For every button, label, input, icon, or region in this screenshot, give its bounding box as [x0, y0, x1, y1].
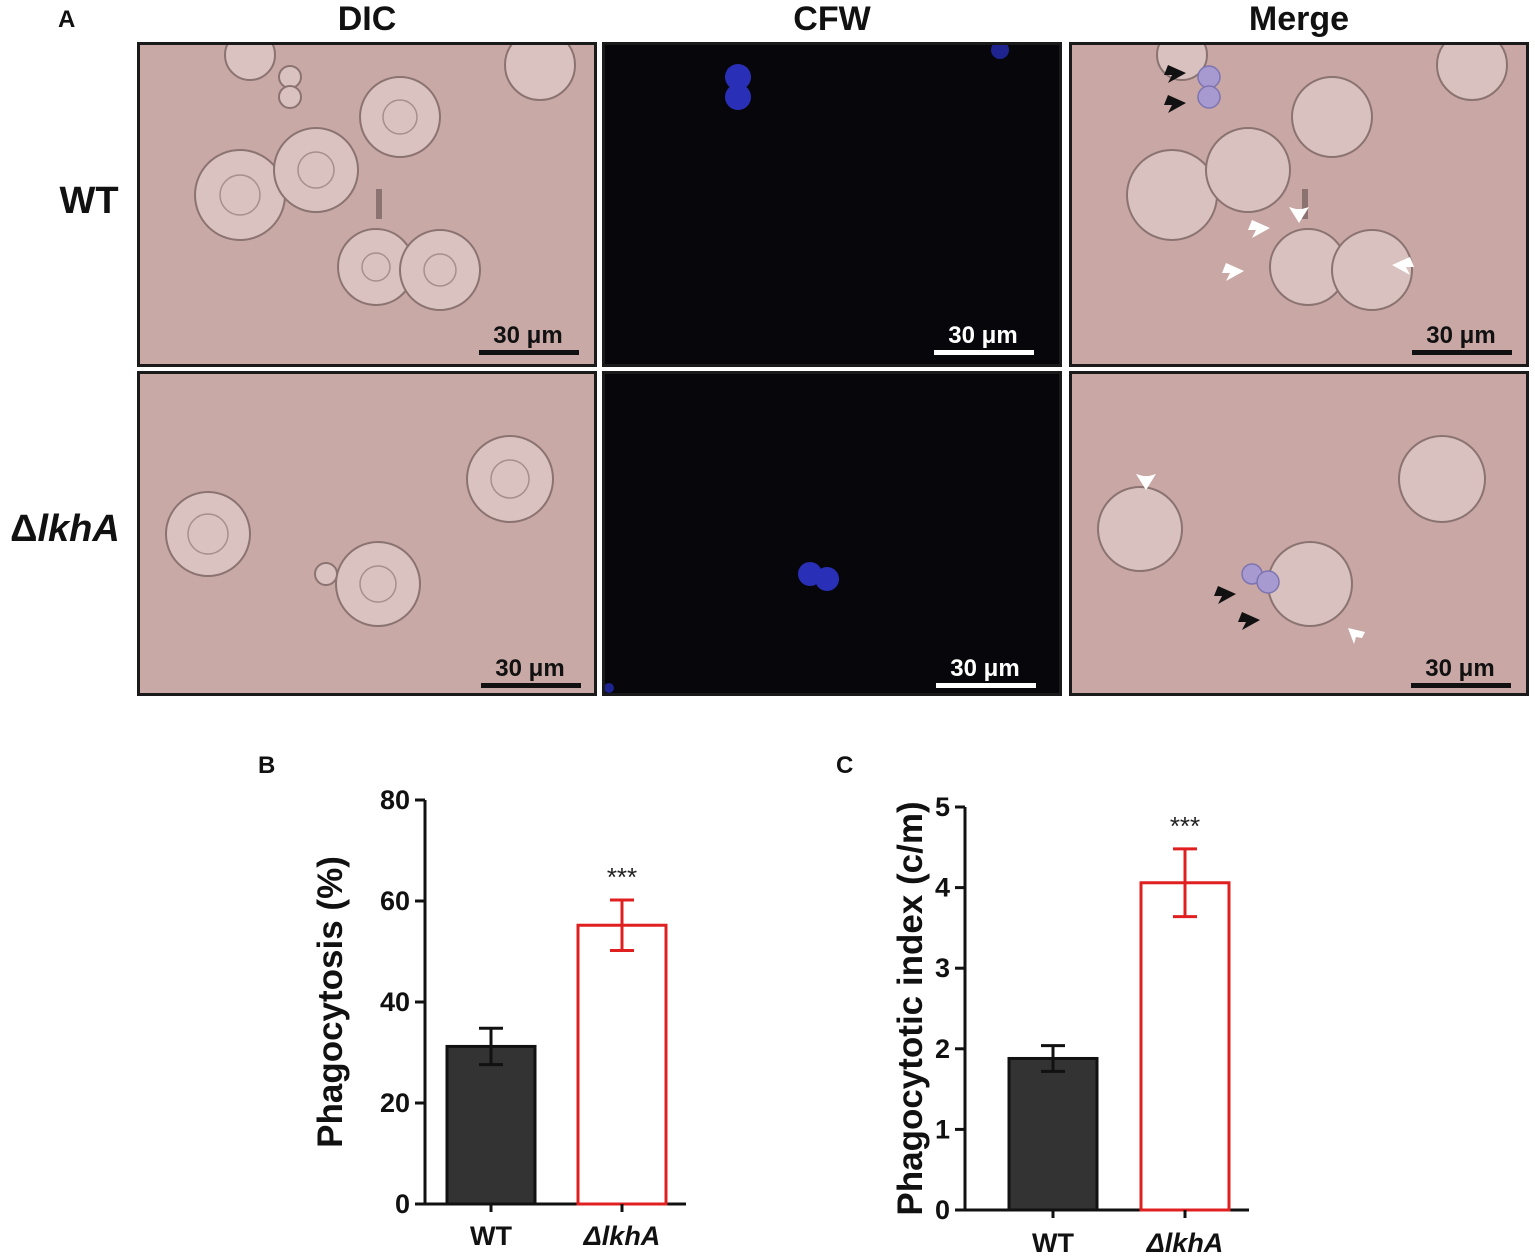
- y-tick-label: 1: [935, 1114, 950, 1144]
- x-tick-label: WT: [470, 1221, 512, 1251]
- micrograph-mutant-merge-image: [1072, 374, 1526, 693]
- scale-bar: [1412, 350, 1512, 355]
- scale-bar-label: 30 μm: [495, 655, 565, 682]
- micrograph-mutant-cfw-image: [605, 374, 1059, 693]
- micrograph-mutant-dic: [137, 371, 597, 696]
- column-title-cfw: CFW: [793, 0, 871, 38]
- panel-b-letter: B: [258, 752, 276, 779]
- significance-marker: ***: [1170, 811, 1200, 841]
- y-axis-label: Phagocytotic index (c/m): [891, 801, 930, 1215]
- y-tick-label: 20: [380, 1088, 410, 1118]
- x-tick-label: ΔlkhA: [1146, 1228, 1224, 1258]
- bar-wt: [1007, 1056, 1099, 1212]
- delta-symbol: Δ: [10, 508, 38, 550]
- row-label-wt: WT: [24, 180, 154, 223]
- scale-bar: [936, 683, 1036, 688]
- micrograph-wt-cfw: [602, 42, 1062, 367]
- row-label-wt-text: WT: [59, 180, 119, 222]
- scale-bar-label: 30 μm: [1425, 655, 1495, 682]
- x-tick-label: ΔlkhA: [583, 1221, 661, 1251]
- scale-bar-label: 30 μm: [948, 322, 1018, 349]
- scale-bar-label: 30 μm: [1426, 322, 1496, 349]
- y-tick-label: 0: [395, 1189, 410, 1219]
- y-tick-label: 2: [935, 1034, 950, 1064]
- y-tick-label: 60: [380, 886, 410, 916]
- micrograph-mutant-merge: [1069, 371, 1529, 696]
- micrograph-wt-dic: [137, 42, 597, 367]
- y-tick-label: 5: [935, 792, 950, 822]
- y-tick-label: 4: [935, 873, 950, 903]
- micrograph-wt-dic-image: [140, 45, 594, 364]
- scale-bar: [934, 350, 1034, 355]
- y-tick-label: 3: [935, 953, 950, 983]
- column-title-merge: Merge: [1248, 0, 1350, 38]
- x-tick-label: WT: [1032, 1228, 1074, 1258]
- bar-mutant: [1139, 881, 1231, 1212]
- micrograph-wt-merge-image: [1072, 45, 1526, 364]
- panel-c-letter: C: [836, 752, 854, 779]
- significance-marker: ***: [607, 862, 637, 892]
- row-label-mutant: ΔlkhA: [0, 508, 130, 551]
- y-tick-label: 0: [935, 1195, 950, 1225]
- micrograph-mutant-cfw: [602, 371, 1062, 696]
- scale-bar-label: 30 μm: [493, 322, 563, 349]
- scale-bar: [481, 683, 581, 688]
- y-tick-label: 40: [380, 987, 410, 1017]
- micrograph-wt-merge: [1069, 42, 1529, 367]
- panel-a-letter: A: [58, 6, 76, 33]
- micrograph-mutant-dic-image: [140, 374, 594, 693]
- scale-bar: [1411, 683, 1511, 688]
- micrograph-wt-cfw-image: [605, 45, 1059, 364]
- y-axis-label: Phagocytosis (%): [311, 856, 350, 1148]
- scale-bar: [479, 350, 579, 355]
- scale-bar-label: 30 μm: [950, 655, 1020, 682]
- row-label-mutant-text: lkhA: [37, 508, 120, 550]
- y-tick-label: 80: [380, 785, 410, 815]
- column-title-dic: DIC: [337, 0, 397, 38]
